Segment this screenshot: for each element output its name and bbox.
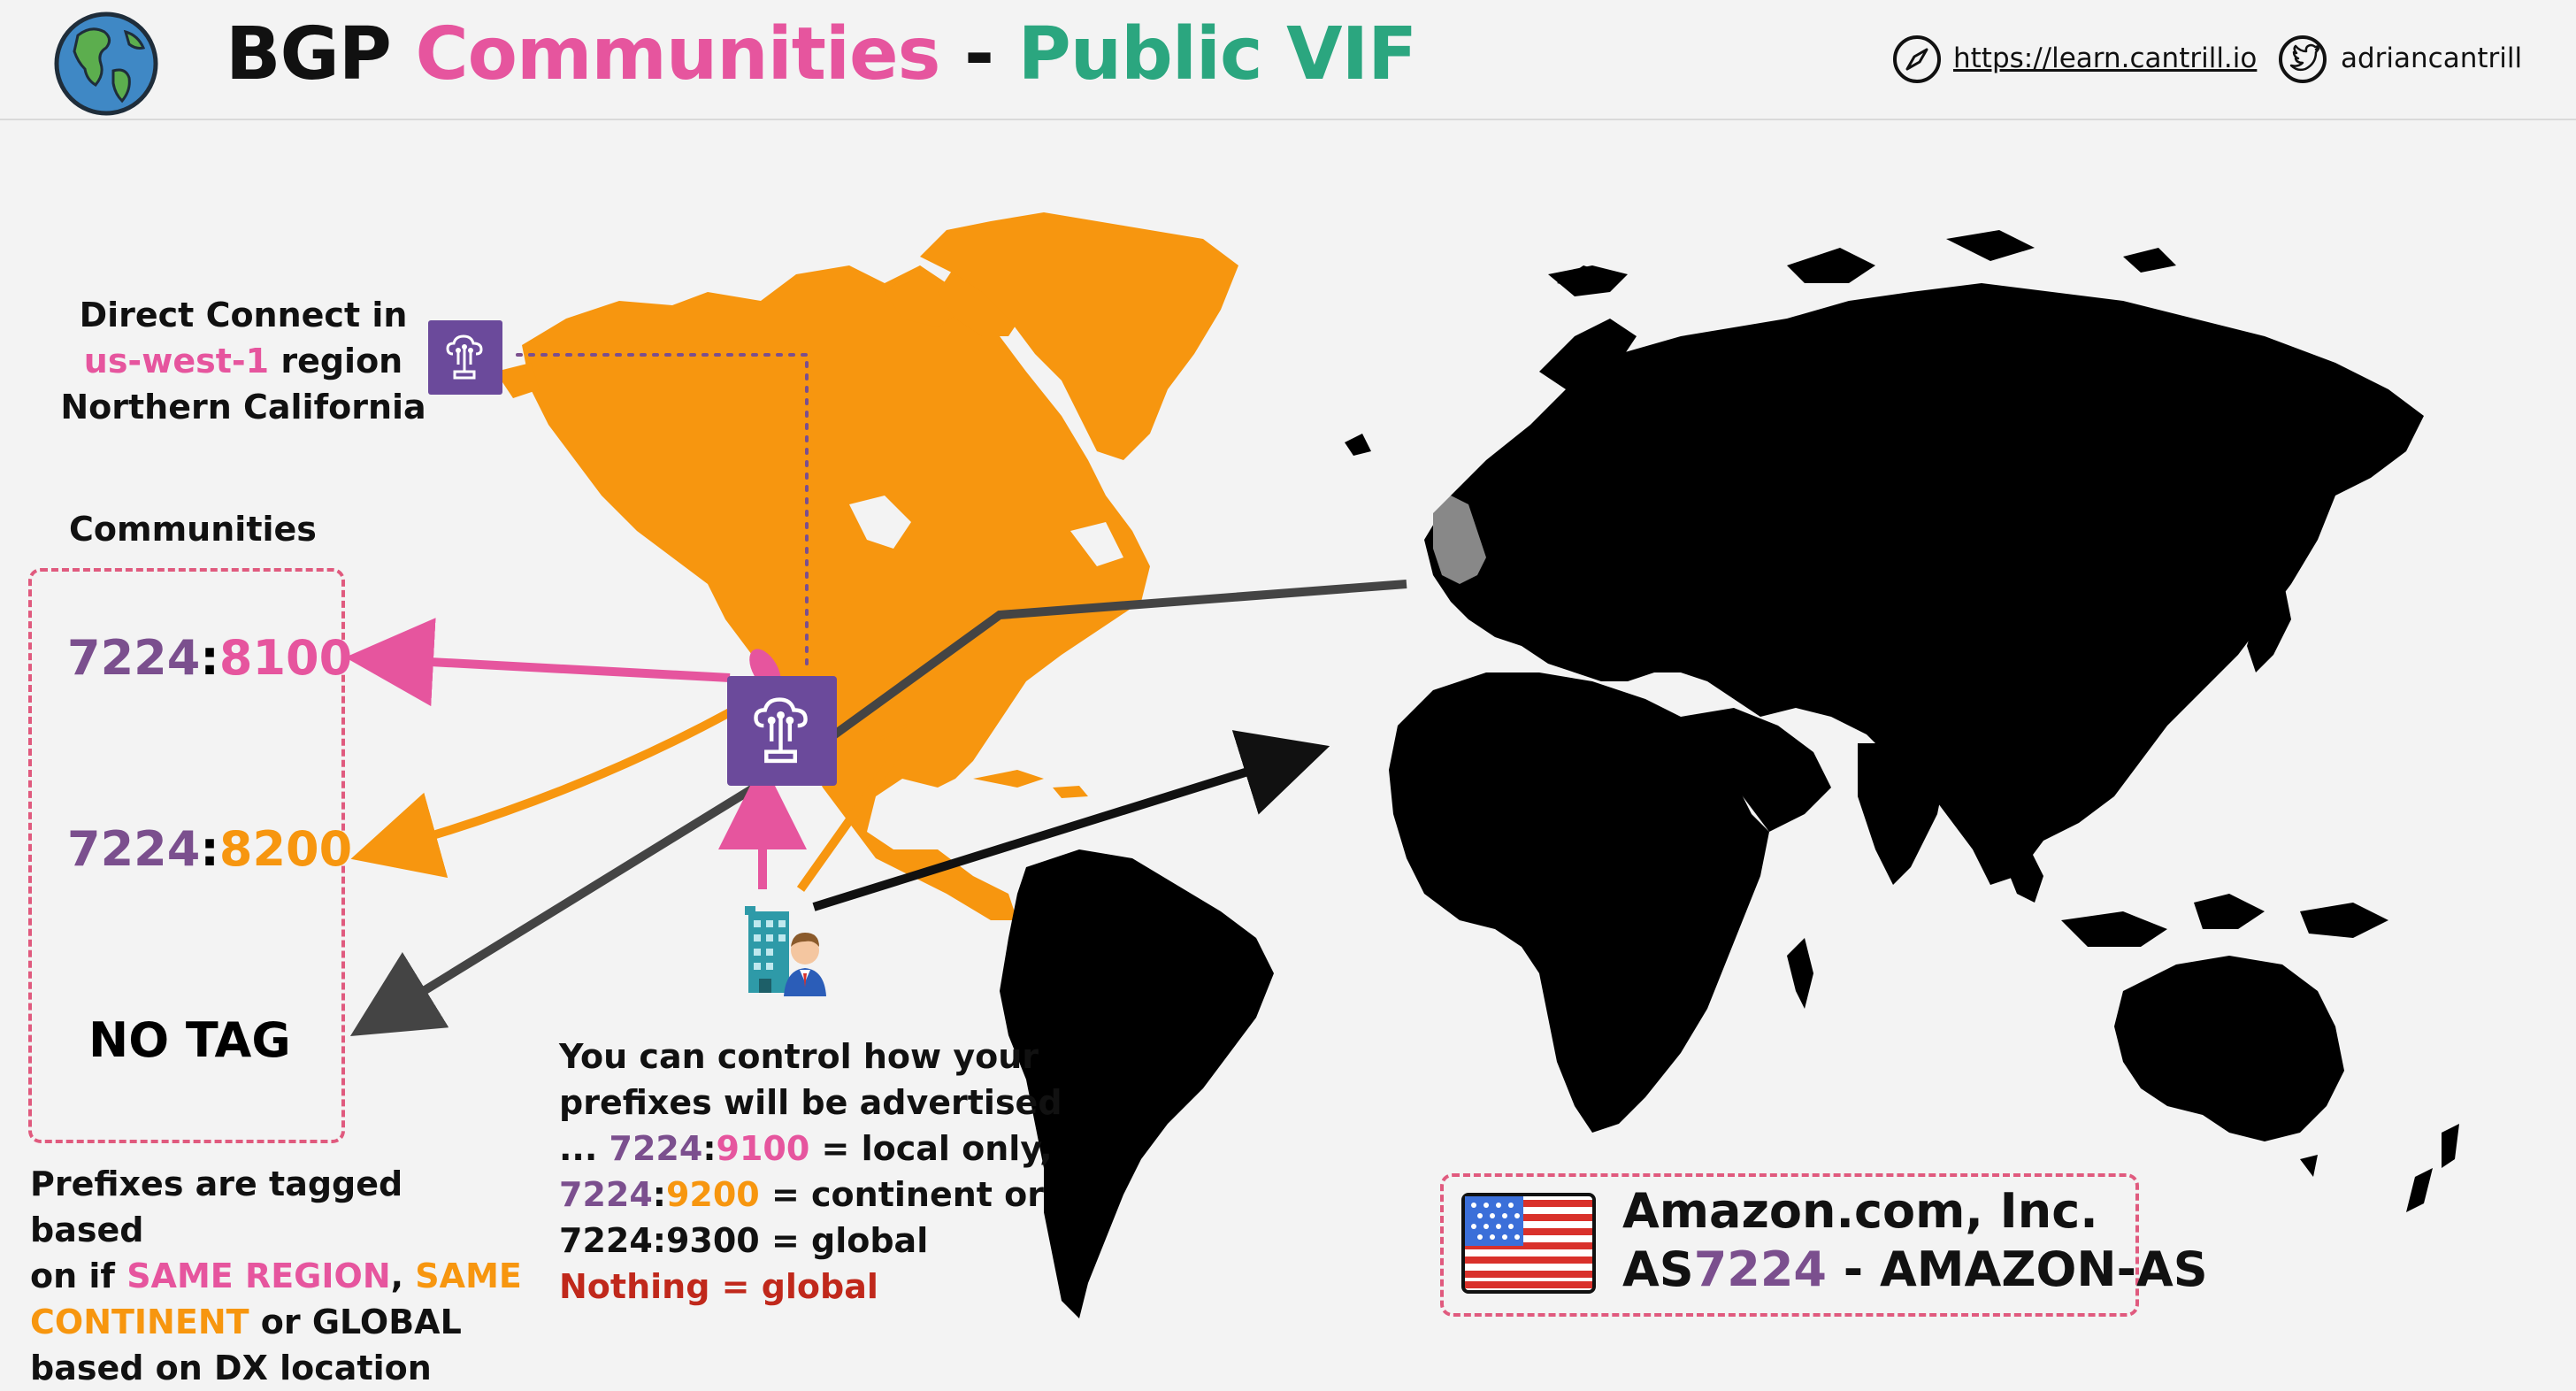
control-note-line4: 7224:9200 = continent or xyxy=(559,1172,1108,1218)
connections-overlay xyxy=(345,353,1407,1036)
uk-landmass xyxy=(1433,496,1486,584)
amazon-as-suffix: - AMAZON-AS xyxy=(1826,1241,2208,1297)
website-link[interactable]: https://learn.cantrill.io xyxy=(1953,42,2258,74)
control-9100-desc: = local only, xyxy=(809,1129,1053,1168)
community-8200-asn: 7224 xyxy=(67,821,201,877)
australia-landmass xyxy=(2114,956,2344,1141)
control-note-line3: ... 7224:9100 = local only, xyxy=(559,1126,1108,1172)
prefix-tagging-note: Prefixes are tagged based on if SAME REG… xyxy=(30,1161,525,1391)
control-9100-colon: : xyxy=(702,1129,717,1168)
community-8100-asn: 7224 xyxy=(67,630,201,686)
dx-region-suffix: region xyxy=(269,342,403,380)
prefix-note-l2a: on if xyxy=(30,1257,127,1295)
control-9200-colon: : xyxy=(652,1175,666,1214)
customer-icon xyxy=(745,906,826,996)
arrow-to-8100 xyxy=(345,618,731,707)
south-america-landmass xyxy=(1000,849,1274,1318)
communities-box xyxy=(28,568,345,1143)
community-8200-colon: : xyxy=(200,821,219,877)
tick-mark-a xyxy=(828,596,860,621)
africa-landmass xyxy=(1389,672,1769,1133)
control-note-line1: You can control how your xyxy=(559,1037,1039,1076)
community-8100: 7224:8100 xyxy=(67,630,352,686)
communities-heading: Communities xyxy=(69,510,317,549)
line-to-uk xyxy=(798,580,1407,764)
prefix-note-line3: CONTINENT or GLOBAL xyxy=(30,1299,525,1345)
control-9100-asn: 7224 xyxy=(609,1129,703,1168)
amazon-name: Amazon.com, Inc. xyxy=(1622,1183,2098,1239)
cloud-router-icon xyxy=(446,334,483,380)
twitter-handle[interactable]: adriancantrill xyxy=(2341,42,2523,74)
control-9200-asn: 7224 xyxy=(559,1175,653,1214)
prefix-note-continent: CONTINENT xyxy=(30,1303,249,1341)
community-no-tag: NO TAG xyxy=(88,1012,291,1068)
tick-mark-b xyxy=(879,724,908,741)
globe-icon xyxy=(54,12,158,116)
control-advertising-note: You can control how your prefixes will b… xyxy=(559,1034,1108,1310)
prefix-note-line4: based on DX location xyxy=(30,1349,432,1387)
arrow-to-no-tag xyxy=(349,755,803,1036)
amazon-as-prefix: AS xyxy=(1622,1241,1694,1297)
prefix-note-line2: on if SAME REGION, SAME xyxy=(30,1253,525,1299)
community-8100-colon: : xyxy=(200,630,219,686)
prefix-note-l3b: or GLOBAL xyxy=(249,1303,462,1341)
arrow-to-eurasia xyxy=(812,730,1330,911)
title-public-vif: Public VIF xyxy=(1017,12,1418,96)
title-communities: Communities xyxy=(415,12,940,96)
prefix-note-same-region: SAME REGION xyxy=(126,1257,391,1295)
direct-connect-location-icon xyxy=(727,676,837,786)
dx-region: us-west-1 xyxy=(83,342,270,380)
amazon-as-info: Amazon.com, Inc. AS7224 - AMAZON-AS xyxy=(1622,1182,2208,1299)
arrow-to-8200 xyxy=(350,708,732,879)
prefix-note-line1: Prefixes are tagged based xyxy=(30,1164,403,1249)
community-8100-value: 8100 xyxy=(218,630,353,686)
dx-label-line2: us-west-1 region xyxy=(53,338,433,384)
control-note-l3a: ... xyxy=(559,1129,610,1168)
control-note-line2: prefixes will be advertised xyxy=(559,1083,1062,1122)
dx-label-line1: Direct Connect in xyxy=(79,296,408,334)
dx-label: Direct Connect in us-west-1 region North… xyxy=(53,292,433,430)
amazon-as-number: 7224 xyxy=(1693,1241,1827,1297)
control-note-nothing: Nothing = global xyxy=(559,1267,878,1306)
world-map xyxy=(495,212,2459,1318)
page-title: BGP Communities - Public VIF xyxy=(226,12,1418,96)
title-separator: - xyxy=(964,12,994,96)
amazon-as-line: AS7224 - AMAZON-AS xyxy=(1622,1241,2208,1299)
cloud-router-icon-large xyxy=(754,697,808,764)
prefix-note-same: SAME xyxy=(415,1257,522,1295)
north-america-landmass xyxy=(522,265,1150,920)
line-customer-orange xyxy=(796,749,902,892)
community-8200: 7224:8200 xyxy=(67,821,352,877)
control-9200-desc: = continent or xyxy=(759,1175,1045,1214)
direct-connect-small-icon xyxy=(428,320,502,395)
prefix-note-l2b: , xyxy=(390,1257,416,1295)
us-flag-icon xyxy=(1461,1193,1596,1294)
title-bgp: BGP xyxy=(226,12,392,96)
eurasia-landmass xyxy=(1424,283,2424,885)
greenland xyxy=(920,212,1238,460)
control-9100-value: 9100 xyxy=(716,1129,810,1168)
header-bar xyxy=(0,0,2576,120)
dx-label-line3: Northern California xyxy=(60,388,426,427)
community-8200-value: 8200 xyxy=(218,821,353,877)
dx-location-leader-line xyxy=(516,353,809,674)
amazon-as-box xyxy=(1440,1173,2139,1317)
control-9200-value: 9200 xyxy=(665,1175,760,1214)
control-note-line5: 7224:9300 = global xyxy=(559,1221,929,1260)
twitter-icon xyxy=(2279,35,2327,83)
compass-icon xyxy=(1893,35,1941,83)
